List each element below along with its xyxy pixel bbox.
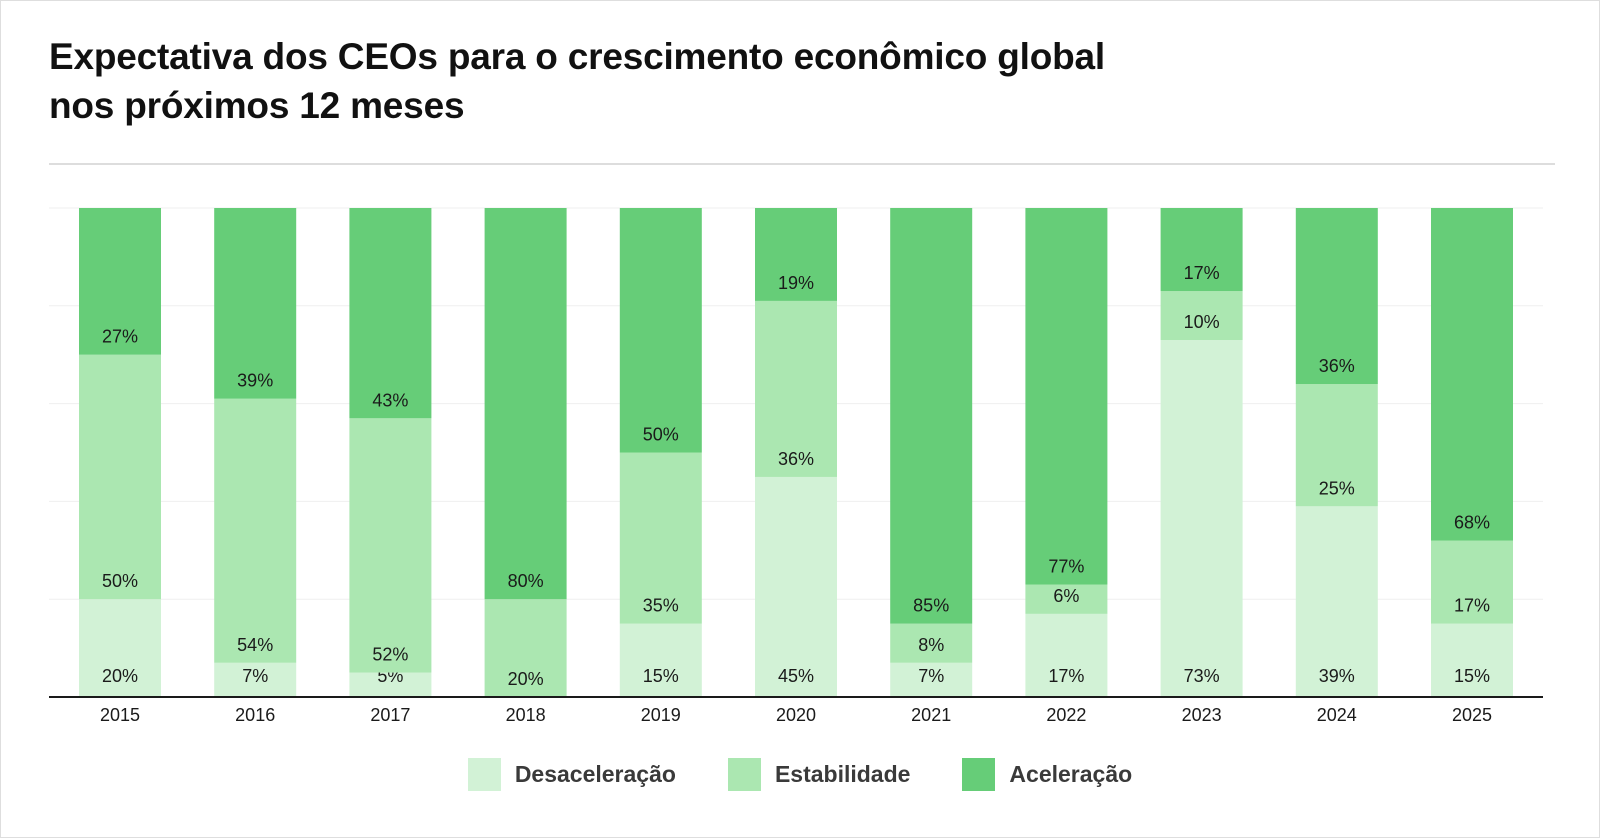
data-label: 20% [102,666,138,686]
chart-title-line-1: Expectativa dos CEOs para o crescimento … [49,36,1105,77]
bar-segment [1025,584,1108,614]
data-label: 15% [643,666,679,686]
data-label: 80% [508,571,544,591]
bar-segment [619,208,702,453]
bar-segment [349,418,432,673]
x-tick-label: 2022 [1046,705,1086,725]
bar-segment [1160,340,1243,697]
data-label: 10% [1184,312,1220,332]
x-tick-label: 2016 [235,705,275,725]
bar-segment [484,599,567,697]
bar-segment [755,208,837,301]
bar-segment [214,398,297,663]
data-label: 54% [237,635,273,655]
legend-label: Aceleração [1009,761,1133,787]
chart-legend: Desaceleração Estabilidade Aceleração [0,758,1600,791]
data-label: 52% [372,645,408,665]
data-label: 45% [778,666,814,686]
bar-segment [214,662,297,697]
bar-segment [755,300,837,477]
bar-segment [1295,208,1378,385]
x-tick-label: 2025 [1452,705,1492,725]
bar-segment [1431,208,1513,541]
bar-segment [1160,208,1243,292]
data-label: 43% [372,390,408,410]
legend-label: Desaceleração [514,761,676,787]
bar-segment [1025,208,1108,585]
bar-segment [349,208,432,419]
bar-segment [1431,540,1513,624]
data-label: 39% [237,371,273,391]
bar-segment [484,208,567,600]
data-label: 50% [102,571,138,591]
bar-segment [890,662,973,697]
chart-title-line-2: nos próximos 12 meses [49,85,465,126]
bar-segment [755,476,837,697]
chart-title: Expectativa dos CEOs para o crescimento … [49,32,1249,130]
data-label: 68% [1454,513,1490,533]
data-label: 17% [1454,596,1490,616]
x-tick-label: 2024 [1317,705,1357,725]
legend-swatch [467,758,501,791]
x-tick-label: 2019 [641,705,681,725]
bar-segment [1295,506,1378,697]
data-label: 17% [1184,263,1220,283]
legend-item: Desaceleração [467,758,676,791]
x-tick-label: 2017 [370,705,410,725]
legend-swatch [962,758,996,791]
data-label: 7% [918,666,944,686]
x-tick-label: 2018 [506,705,546,725]
x-tick-label: 2020 [776,705,816,725]
data-label: 17% [1048,666,1084,686]
data-label: 19% [778,273,814,293]
bar-segment [214,208,297,399]
legend-swatch [727,758,761,791]
data-label: 36% [1319,356,1355,376]
title-divider [49,163,1555,165]
bar-segment [619,452,702,624]
data-label: 36% [778,449,814,469]
legend-label: Estabilidade [774,761,911,787]
bar-segment [1295,384,1378,507]
data-label: 6% [1053,586,1079,606]
bar-segment [1025,613,1108,697]
data-label: 8% [918,635,944,655]
bar-segment [349,672,432,697]
legend-item: Estabilidade [727,758,911,791]
bar-segment [619,623,702,697]
bar-segment [79,599,161,697]
bar-segment [890,208,973,624]
legend-item: Aceleração [962,758,1132,791]
bar-segment [79,354,161,600]
bar-segment [1431,623,1513,697]
data-label: 15% [1454,666,1490,686]
data-label: 39% [1319,666,1355,686]
data-label: 35% [643,596,679,616]
data-label: 27% [102,327,138,347]
bar-segment [79,208,161,355]
x-tick-label: 2015 [100,705,140,725]
x-tick-label: 2023 [1182,705,1222,725]
bar-segment [1160,291,1243,341]
data-label: 20% [508,669,544,689]
data-label: 73% [1184,666,1220,686]
data-label: 7% [242,666,268,686]
data-label: 85% [913,596,949,616]
data-label: 50% [643,425,679,445]
x-tick-label: 2021 [911,705,951,725]
data-label: 25% [1319,478,1355,498]
data-label: 77% [1048,557,1084,577]
bar-segment [890,623,973,663]
